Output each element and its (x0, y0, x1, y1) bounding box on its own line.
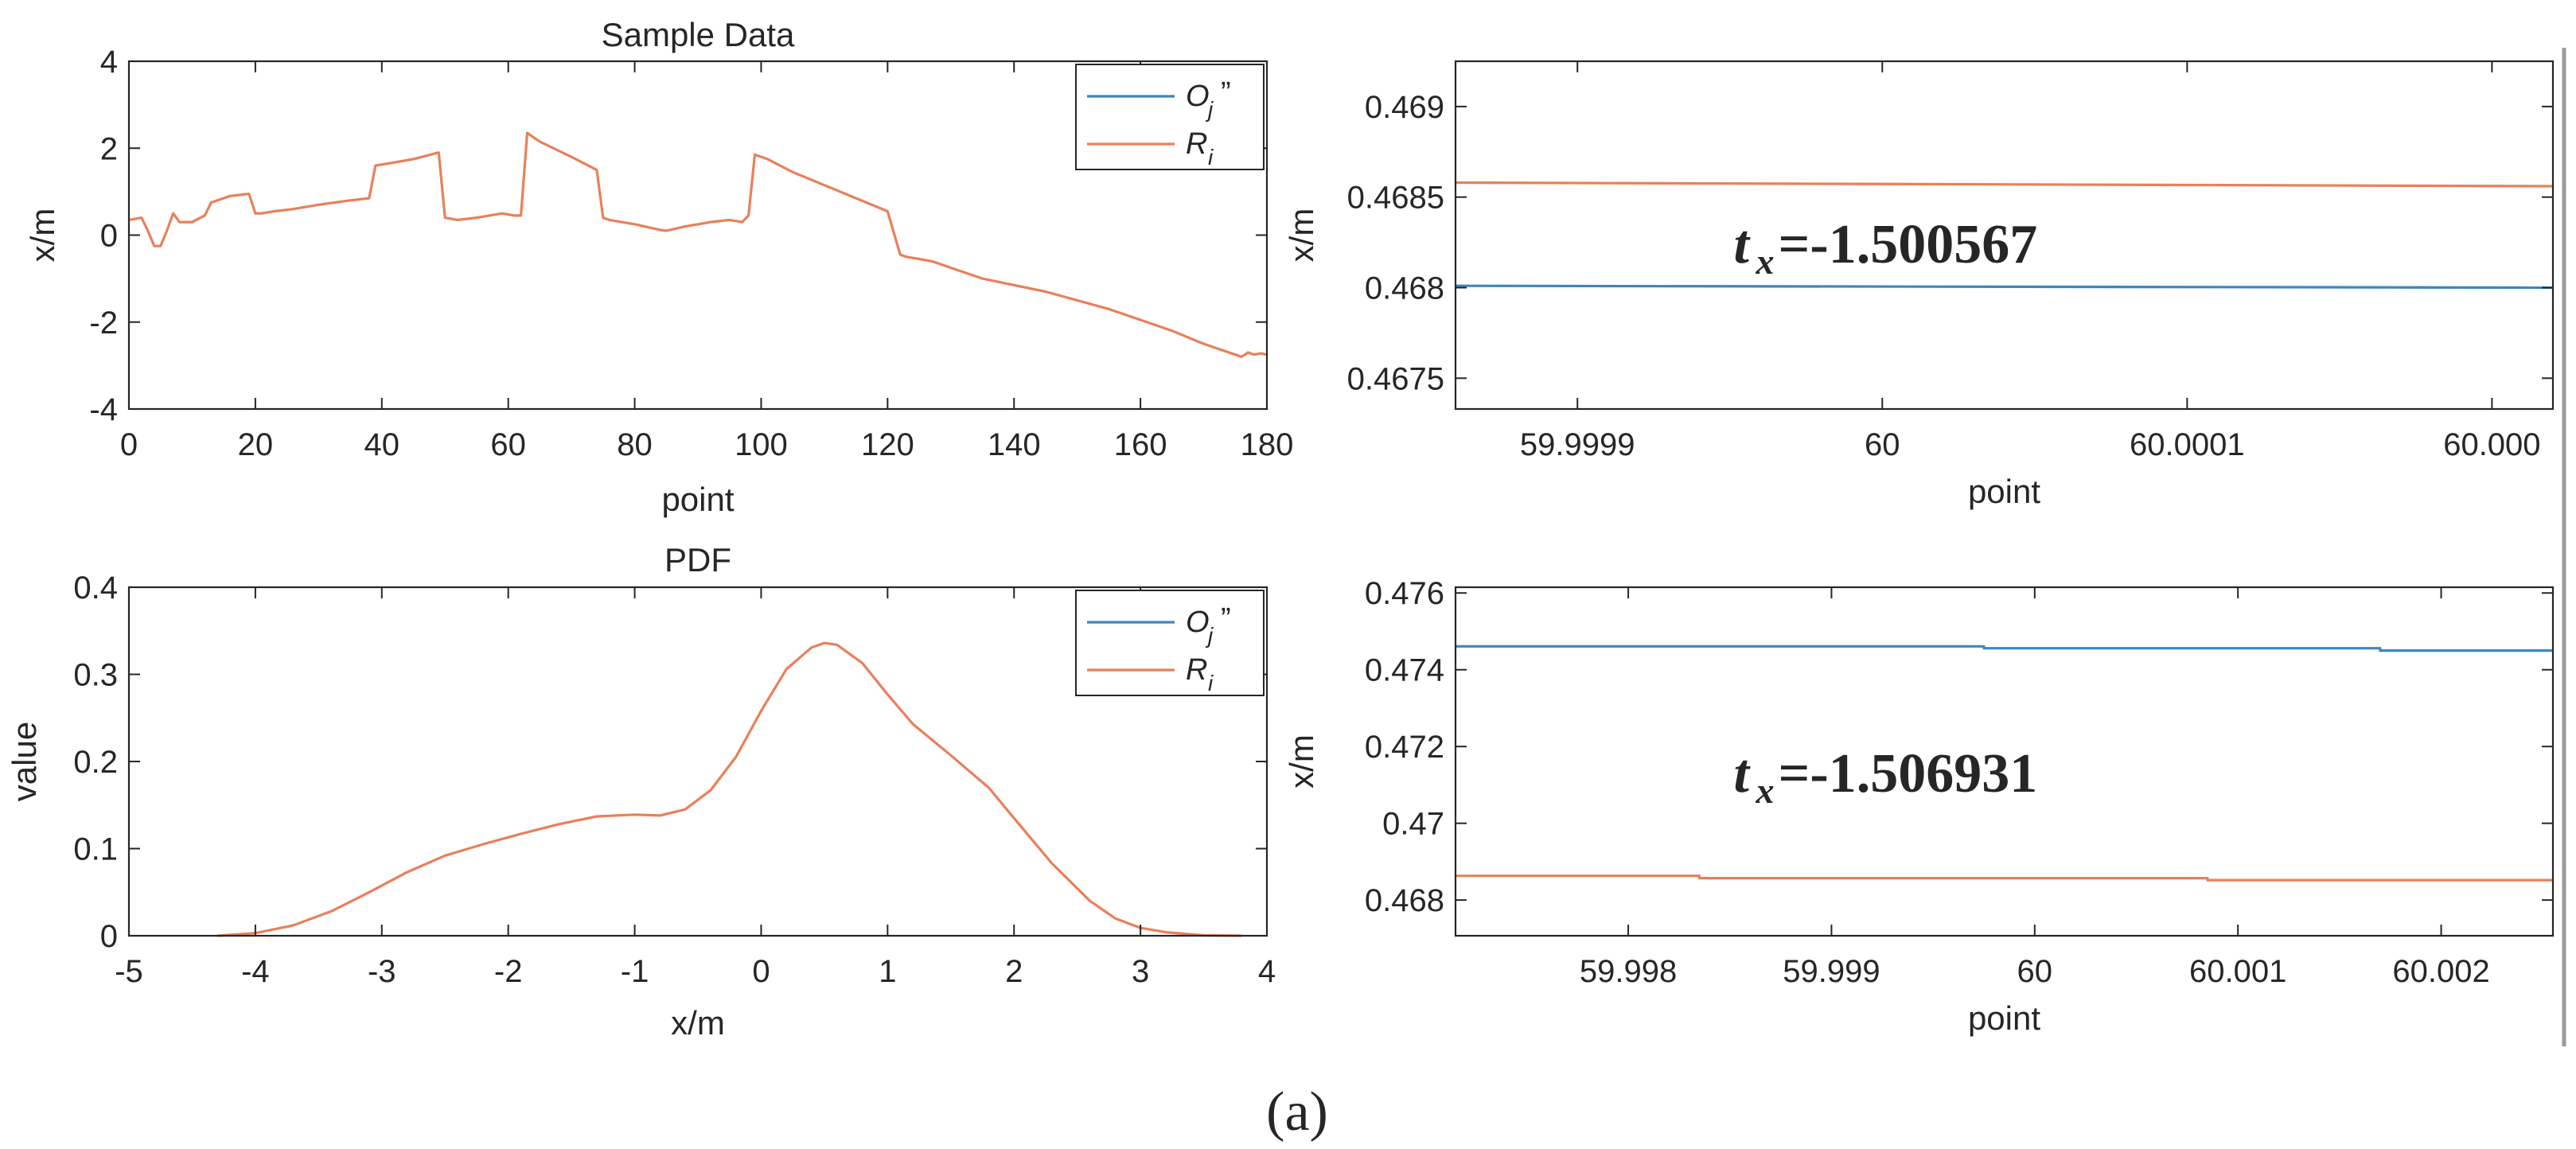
y-tick-label: 0.476 (1365, 576, 1444, 611)
x-tick-label: 60.0001 (2130, 427, 2245, 462)
legend: Oj ”R i (1075, 590, 1265, 696)
x-tick-label: 180 (1241, 427, 1294, 462)
legend-label-main: O (1186, 80, 1210, 113)
chart-title: PDF (664, 541, 731, 578)
legend: Oj ”R i (1075, 64, 1265, 170)
x-tick-label: 60 (490, 427, 526, 462)
x-tick-label: -2 (494, 954, 523, 989)
x-axis-label: point (1968, 473, 2040, 510)
legend-entry-o: Oj ” (1087, 602, 1231, 648)
x-tick-label: 0 (120, 427, 138, 462)
x-tick-label: 140 (988, 427, 1041, 462)
y-tick-label: 0.1 (73, 832, 118, 867)
x-tick-label: -3 (368, 954, 396, 989)
legend-label-main: O (1186, 606, 1210, 639)
tx-annotation-value: =-1.506931 (1779, 743, 2038, 804)
y-tick-label: 4 (100, 45, 118, 80)
x-axis-label: x/m (671, 1004, 725, 1042)
y-tick-label: 0.469 (1365, 90, 1444, 125)
figure-caption: (a) (1266, 1081, 1328, 1143)
tx-annotation-value: =-1.500567 (1779, 214, 2038, 275)
y-tick-label: 0.2 (73, 745, 118, 780)
tx-annotation-subscript: x (1756, 241, 1775, 282)
chart-zoom1: 59.9999 60 60.0001 60.000 0.4675 0.468 0.4685 0… (1283, 60, 2555, 510)
x-tick-label: 1 (879, 954, 896, 989)
x-tick-label: 40 (364, 427, 400, 462)
y-tick-label: 0.468 (1365, 883, 1444, 918)
legend-entry-o: Oj ” (1087, 76, 1231, 122)
legend-label-subscript: j (1205, 97, 1214, 122)
legend-box (1075, 64, 1265, 170)
y-tick-label: 0 (100, 219, 118, 254)
x-tick-label: 60 (2017, 954, 2053, 989)
y-tick-label: 0.47 (1382, 807, 1444, 842)
x-tick-label: 59.999 (1783, 954, 1880, 989)
series-line-ri (1455, 181, 2554, 188)
tx-annotation-variable: t (1734, 743, 1752, 804)
x-tick-label: 60.002 (2392, 954, 2489, 989)
x-tick-label: -4 (241, 954, 270, 989)
y-axis-label: x/m (1283, 734, 1320, 789)
legend-label-main: R (1186, 127, 1207, 161)
chart-pdf: -5 -4 -3 -2 -1 0 1 2 3 4 0 0.1 0.2 0.3 0.4 PDF x/m value O… (6, 541, 1276, 1042)
legend-label-subscript: i (1208, 671, 1214, 695)
x-tick-label: 20 (238, 427, 274, 462)
y-tick-label: 0 (100, 919, 118, 954)
tx-annotation-variable: t (1734, 214, 1752, 275)
y-axis-label: value (6, 722, 43, 801)
legend-label-subscript: i (1208, 145, 1214, 169)
y-tick-label: 0.472 (1365, 730, 1444, 765)
x-tick-label: 160 (1114, 427, 1167, 462)
y-tick-label: -2 (89, 306, 118, 341)
x-tick-label: 3 (1132, 954, 1149, 989)
x-tick-label: 120 (861, 427, 914, 462)
series-line-ri (217, 641, 1242, 937)
series-line-ri (128, 131, 1268, 358)
legend-label-prime: ” (1221, 602, 1231, 636)
tx-annotation: t x =-1.506931 (1734, 743, 2038, 811)
plot-area-frame (1454, 60, 2555, 411)
legend-label-main: R (1186, 653, 1207, 687)
x-tick-label: 80 (617, 427, 653, 462)
legend-label-prime: ” (1221, 76, 1231, 110)
y-tick-label: 0.4 (73, 571, 118, 606)
chart-title: Sample Data (602, 16, 795, 53)
x-tick-label: 59.998 (1580, 954, 1677, 989)
y-tick-label: -4 (89, 392, 118, 427)
x-tick-label: 100 (735, 427, 788, 462)
x-tick-label: 60.001 (2189, 954, 2286, 989)
y-tick-label: 0.3 (73, 658, 118, 693)
y-tick-label: 0.474 (1365, 653, 1444, 688)
series-line-ri (1456, 874, 2553, 882)
x-tick-label: 4 (1258, 954, 1276, 989)
x-tick-label: -1 (621, 954, 649, 989)
legend-box (1075, 590, 1265, 696)
series-line-oj (1456, 645, 2553, 652)
y-tick-label: 0.4685 (1347, 181, 1444, 216)
chart-sample: 0 20 40 60 80 100 120 140 160 180 -4 -2 0 2 4 Sample Da… (24, 16, 1293, 518)
y-axis-label: x/m (24, 208, 61, 263)
x-axis-label: point (661, 481, 734, 518)
y-tick-label: 0.4675 (1347, 361, 1444, 396)
x-tick-label: 59.9999 (1520, 427, 1635, 462)
x-tick-label: 60.000 (2443, 427, 2540, 462)
y-tick-label: 0.468 (1365, 271, 1444, 306)
legend-label-subscript: j (1205, 623, 1214, 648)
x-axis-label: point (1968, 999, 2040, 1037)
x-tick-label: -5 (115, 954, 143, 989)
y-axis-label: x/m (1283, 208, 1320, 263)
plot-area-frame (1454, 586, 2555, 937)
y-tick-label: 2 (100, 131, 118, 166)
x-tick-label: 60 (1865, 427, 1900, 462)
tx-annotation: t x =-1.500567 (1734, 214, 2038, 282)
series-line-oj (1455, 284, 2554, 290)
chart-zoom2: 59.998 59.999 60 60.001 60.002 0.468 0.47 0.472… (1283, 576, 2555, 1037)
x-tick-label: 2 (1005, 954, 1023, 989)
tx-annotation-subscript: x (1756, 770, 1775, 811)
x-tick-label: 0 (752, 954, 770, 989)
